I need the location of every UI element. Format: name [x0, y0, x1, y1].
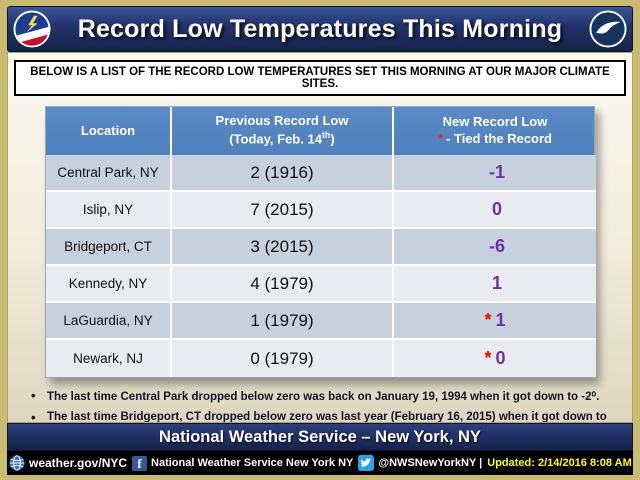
new-record-cell: 1 [394, 266, 596, 303]
table-row: Bridgeport, CT 3 (2015) -6 [46, 229, 596, 266]
col-header-location: Location [46, 107, 172, 155]
previous-record-cell: 4 (1979) [172, 266, 394, 303]
nws-logo-icon [13, 10, 51, 48]
twitter-handle: @NWSNewYorkNY | [378, 457, 483, 469]
tied-star-legend: * [437, 131, 444, 146]
website-link[interactable]: weather.gov/NYC [9, 455, 127, 471]
table-row: LaGuardia, NY 1 (1979) * 1 [46, 303, 596, 340]
location-cell: Islip, NY [46, 192, 172, 229]
content-area: BELOW IS A LIST OF THE RECORD LOW TEMPER… [7, 52, 633, 423]
footnotes: The last time Central Park dropped below… [25, 388, 615, 422]
facebook-link[interactable]: f National Weather Service New York NY [132, 455, 354, 471]
new-record-cell: 0 [394, 192, 596, 229]
header-bar: Record Low Temperatures This Morning [7, 6, 633, 52]
new-record-cell: -6 [394, 229, 596, 266]
twitter-link[interactable]: @NWSNewYorkNY | [358, 455, 482, 471]
tied-star: * [484, 310, 492, 330]
table-row: Central Park, NY 2 (1916) -1 [46, 155, 596, 192]
footer-bar: weather.gov/NYC f National Weather Servi… [7, 451, 633, 475]
previous-record-cell: 2 (1916) [172, 155, 394, 192]
col-header-new: New Record Low * - Tied the Record [437, 114, 552, 146]
new-record-cell: -1 [394, 155, 596, 192]
website-url: weather.gov/NYC [29, 456, 128, 470]
location-cell: Kennedy, NY [46, 266, 172, 303]
footnote-central-park: The last time Central Park dropped below… [25, 388, 615, 403]
footnote-bridgeport: The last time Bridgeport, CT dropped bel… [25, 410, 615, 422]
new-record-cell: * 1 [394, 303, 596, 340]
nws-office-banner: National Weather Service – New York, NY [7, 423, 633, 451]
location-cell: Newark, NJ [46, 340, 172, 377]
previous-record-cell: 3 (2015) [172, 229, 394, 266]
page-title: Record Low Temperatures This Morning [77, 14, 563, 43]
table-header-row: Location Previous Record Low (Today, Feb… [46, 107, 594, 155]
table-row: Newark, NJ 0 (1979) * 0 [46, 340, 596, 377]
table-row: Kennedy, NY 4 (1979) 1 [46, 266, 596, 303]
location-cell: LaGuardia, NY [46, 303, 172, 340]
facebook-label: National Weather Service New York NY [151, 457, 354, 469]
globe-icon [9, 455, 25, 471]
intro-strip: BELOW IS A LIST OF THE RECORD LOW TEMPER… [14, 60, 626, 96]
tied-star: * [484, 348, 492, 368]
previous-record-cell: 7 (2015) [172, 192, 394, 229]
records-table: Location Previous Record Low (Today, Feb… [45, 106, 596, 378]
previous-record-cell: 0 (1979) [172, 340, 394, 377]
facebook-icon: f [132, 455, 148, 471]
noaa-logo-icon [589, 10, 627, 48]
updated-timestamp: Updated: 2/14/2016 8:08 AM [487, 457, 632, 469]
location-cell: Bridgeport, CT [46, 229, 172, 266]
twitter-icon [358, 455, 375, 471]
table-row: Islip, NY 7 (2015) 0 [46, 192, 596, 229]
new-record-cell: * 0 [394, 340, 596, 377]
previous-record-cell: 1 (1979) [172, 303, 394, 340]
location-cell: Central Park, NY [46, 155, 172, 192]
col-header-previous: Previous Record Low (Today, Feb. 14th) [172, 107, 394, 155]
